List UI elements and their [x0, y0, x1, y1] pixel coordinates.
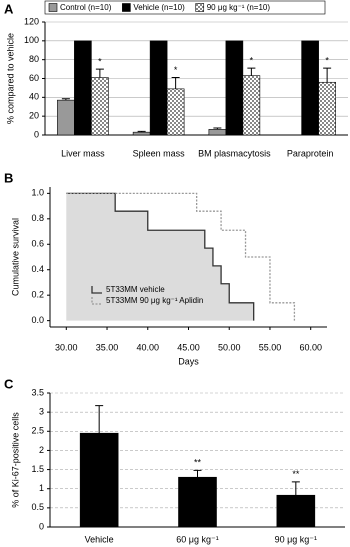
x-tick-label: Spleen mass: [133, 148, 186, 158]
legend-label: 5T33MM 90 μg kg⁻¹ Aplidin: [106, 296, 203, 305]
bar: [149, 40, 168, 136]
legend-label: Vehicle (n=10): [133, 3, 185, 12]
y-tick-label: 2.5: [31, 426, 44, 436]
y-tick-label: 0.0: [31, 315, 44, 325]
y-tick-label: 80: [29, 54, 39, 64]
bar: [242, 75, 261, 136]
y-tick-label: 1.5: [31, 464, 44, 474]
x-tick-label: 40.00: [136, 342, 159, 352]
legend-label: Control (n=10): [60, 3, 112, 12]
y-tick-label: 100: [24, 35, 39, 45]
bar: [318, 81, 336, 136]
legend-symbol: [91, 297, 102, 305]
legend-symbol: [91, 286, 102, 294]
bar: [208, 129, 227, 136]
error-bar: [247, 67, 256, 76]
annotation: *: [325, 56, 329, 66]
panel-letter: C: [4, 376, 14, 391]
y-tick-label: 0.4: [31, 264, 44, 274]
bar: [166, 88, 185, 136]
x-tick-label: 30.00: [55, 342, 78, 352]
y-tick-label: 0: [39, 521, 44, 531]
error-bar: [61, 98, 70, 101]
y-axis-label: Cumulative survival: [10, 218, 20, 296]
y-tick-label: 0: [34, 129, 39, 139]
x-tick-label: 60.00: [299, 342, 322, 352]
y-axis-label: % of Ki-67-positive cells: [10, 412, 20, 508]
survival-line: [66, 192, 255, 321]
annotation: **: [194, 458, 202, 468]
annotation: **: [292, 469, 300, 479]
bar: [79, 432, 119, 528]
y-tick-label: 120: [24, 16, 39, 26]
annotation: *: [98, 56, 102, 66]
x-tick-label: BM plasmacytosis: [198, 148, 271, 158]
x-tick-label: Paraprotein: [287, 148, 334, 158]
bar: [57, 99, 75, 136]
bar: [225, 40, 244, 136]
y-tick-label: 0.6: [31, 239, 44, 249]
error-bar: [95, 68, 104, 78]
error-bar: [193, 469, 202, 478]
error-bar: [323, 67, 332, 83]
x-tick-label: Vehicle: [85, 534, 114, 544]
error-bar: [171, 77, 180, 89]
y-tick-label: 3.5: [31, 387, 44, 397]
x-axis-label: Days: [178, 356, 199, 366]
legend-label: 90 μg kg⁻¹ (n=10): [207, 3, 271, 12]
y-tick-label: 60: [29, 73, 39, 83]
legend-swatch: [195, 3, 205, 12]
y-tick-label: 0.8: [31, 213, 44, 223]
y-tick-label: 20: [29, 111, 39, 121]
x-tick-label: 50.00: [218, 342, 241, 352]
survival-area: [66, 193, 254, 321]
bar: [132, 131, 151, 136]
bar: [178, 476, 217, 528]
x-tick-label: 45.00: [177, 342, 200, 352]
y-tick-label: 3: [39, 407, 44, 417]
bar: [74, 40, 92, 136]
x-tick-label: 90 μg kg⁻¹: [275, 534, 317, 544]
x-tick-label: 55.00: [259, 342, 282, 352]
y-tick-label: 0.5: [31, 502, 44, 512]
bar: [91, 77, 109, 136]
error-bar: [137, 130, 146, 133]
error-bar: [213, 127, 222, 130]
error-bar: [95, 405, 104, 434]
x-tick-label: 60 μg kg⁻¹: [176, 534, 218, 544]
y-tick-label: 0.2: [31, 290, 44, 300]
bar: [276, 494, 316, 528]
x-tick-label: 35.00: [96, 342, 119, 352]
annotation: *: [250, 56, 254, 66]
y-tick-label: 40: [29, 92, 39, 102]
y-axis-label: % compared to vehicle: [5, 33, 15, 124]
y-tick-label: 1.0: [31, 188, 44, 198]
legend-swatch: [122, 3, 131, 12]
y-tick-label: 2: [39, 445, 44, 455]
legend-label: 5T33MM vehicle: [106, 285, 165, 294]
error-bar: [291, 481, 300, 496]
panel-letter: B: [4, 170, 13, 185]
annotation: *: [174, 65, 178, 75]
bar: [301, 40, 319, 136]
legend-swatch: [48, 3, 58, 12]
legend-box: [44, 0, 326, 15]
x-tick-label: Liver mass: [61, 148, 105, 158]
y-tick-label: 1: [39, 483, 44, 493]
panel-letter: A: [4, 1, 14, 16]
